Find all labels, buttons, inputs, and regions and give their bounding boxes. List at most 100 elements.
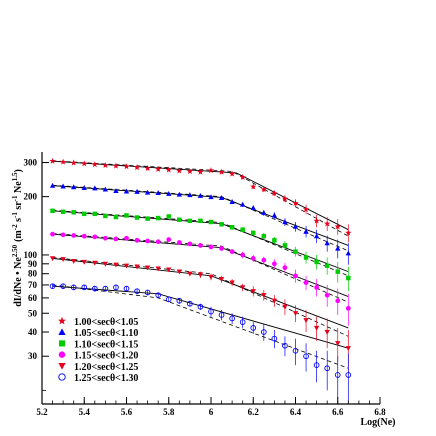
data-point-square: [346, 275, 351, 281]
data-point-circle: [250, 325, 257, 331]
y-label-exp4: -1: [11, 195, 19, 201]
data-point-triangle: [49, 182, 56, 188]
data-point-circle: [198, 243, 203, 248]
data-point-circle: [134, 288, 140, 295]
y-tick-label: 100: [24, 250, 38, 260]
data-point-circle: [219, 246, 224, 251]
data-point-star: [302, 206, 310, 212]
data-point-circle: [197, 303, 204, 310]
data-point-star: [70, 159, 77, 166]
data-point-triangle: [282, 219, 288, 225]
legend: 1.00<secθ<1.051.05<secθ<1.101.10<secθ<1.…: [58, 316, 138, 384]
data-point-triangle-down: [197, 272, 204, 278]
y-label-s: s: [13, 218, 24, 225]
data-point-square: [124, 213, 129, 218]
data-point-circle: [92, 234, 98, 240]
data-point-circle: [314, 285, 320, 290]
y-label-sr: sr: [13, 201, 24, 212]
x-tick-label: 6.8: [374, 407, 386, 417]
y-label-paren-close: ): [13, 169, 24, 172]
data-point-square: [155, 215, 161, 221]
data-point-circle: [260, 329, 267, 335]
data-point-circle: [335, 298, 341, 304]
y-tick-label: 90: [28, 259, 38, 269]
data-point-triangle-down: [60, 257, 66, 263]
data-point-circle: [176, 297, 183, 304]
y-axis-label: dI/dNe • Ne2.50(m-2 s-1 sr-1 Ne1.5): [11, 169, 24, 307]
data-point-star: [292, 199, 299, 206]
data-point-triangle-down: [229, 280, 235, 286]
data-point-triangle: [197, 192, 204, 198]
data-point-triangle-down: [155, 266, 161, 272]
data-point-circle: [49, 283, 56, 289]
x-tick-label: 6.4: [290, 407, 302, 417]
data-point-circle: [165, 296, 172, 303]
data-point-star: [313, 217, 320, 224]
data-point-triangle-down: [313, 325, 320, 331]
data-point-square: [314, 259, 319, 265]
data-point-triangle-down: [282, 304, 288, 310]
y-tick-label: 30: [28, 351, 38, 361]
data-point-square: [82, 211, 87, 217]
data-point-star: [133, 164, 141, 171]
legend-label: 1.20<secθ<1.25: [74, 362, 138, 373]
data-point-square: [113, 214, 119, 220]
data-point-circle: [271, 335, 278, 342]
data-point-square: [60, 209, 66, 215]
data-point-square: [293, 249, 298, 254]
data-point-circle: [187, 300, 193, 307]
data-point-triangle-down: [49, 256, 56, 262]
fit-line-dashed: [52, 257, 349, 337]
data-point-triangle-down: [303, 318, 309, 324]
data-point-circle: [134, 237, 140, 243]
data-point-square: [92, 211, 98, 217]
data-point-star: [345, 229, 352, 236]
data-point-circle: [70, 284, 77, 291]
data-point-circle: [166, 237, 172, 242]
data-point-star: [186, 168, 194, 175]
data-point-triangle: [218, 195, 225, 201]
data-point-triangle: [240, 201, 246, 207]
data-point-triangle-down: [250, 289, 256, 294]
data-point-circle: [282, 265, 288, 271]
x-tick-label: 6: [209, 407, 214, 417]
legend-label: 1.25<secθ<1.30: [74, 373, 138, 384]
data-point-triangle: [187, 192, 193, 198]
data-point-triangle: [292, 223, 299, 229]
data-point-circle: [229, 249, 235, 255]
y-label-exp2: -2: [11, 224, 19, 230]
data-point-star: [197, 168, 204, 175]
data-point-star: [102, 162, 109, 169]
data-point-circle: [113, 236, 119, 242]
data-point-square: [187, 218, 193, 224]
data-point-square: [272, 238, 277, 243]
data-point-circle: [292, 347, 299, 354]
data-point-triangle-down: [81, 259, 87, 265]
data-point-star: [144, 165, 151, 171]
data-point-triangle: [155, 190, 161, 196]
data-point-star: [49, 157, 56, 164]
data-point-triangle: [208, 194, 214, 200]
data-point-circle: [229, 315, 235, 322]
data-point-triangle-down: [113, 262, 119, 268]
y-label-paren-open: (m: [13, 230, 24, 242]
data-point-circle: [155, 292, 162, 298]
x-tick-label: 5.8: [163, 407, 175, 417]
fit-line-dashed: [52, 160, 349, 237]
y-tick-label: 40: [28, 327, 38, 337]
data-point-circle: [102, 285, 109, 292]
y-label-exp3: -1: [11, 212, 19, 218]
data-point-triangle: [176, 191, 182, 197]
data-point-circle: [324, 365, 331, 372]
data-point-square: [103, 213, 108, 219]
data-point-star: [218, 168, 225, 175]
data-point-triangle: [229, 199, 235, 204]
data-point-square: [324, 263, 330, 268]
legend-marker: [58, 362, 66, 370]
data-point-triangle: [81, 185, 87, 190]
x-tick-label: 5.4: [79, 407, 91, 417]
data-point-triangle-down: [187, 271, 193, 277]
data-point-star: [260, 186, 267, 193]
data-point-star: [207, 167, 215, 174]
